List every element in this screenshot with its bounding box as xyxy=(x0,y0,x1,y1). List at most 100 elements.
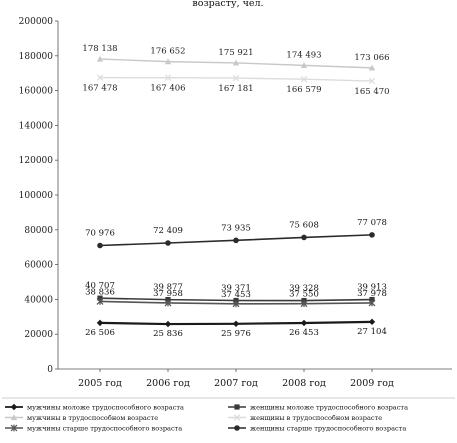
data-point xyxy=(232,59,240,66)
marker-stroke xyxy=(232,74,240,82)
y-tick-label: 0 xyxy=(47,365,53,375)
y-tick-label: 60000 xyxy=(24,261,53,271)
data-label: 73 935 xyxy=(221,223,251,233)
data-point xyxy=(164,58,172,65)
data-point xyxy=(368,299,376,307)
x-tick-label: 2007 год xyxy=(214,378,258,389)
y-tick-label: 180000 xyxy=(19,52,54,62)
data-label: 176 652 xyxy=(150,47,185,57)
marker-stroke xyxy=(368,77,376,85)
data-point xyxy=(232,320,240,328)
data-point xyxy=(232,74,240,82)
data-point xyxy=(232,300,240,308)
data-label: 37 978 xyxy=(357,289,387,299)
y-tick-label: 160000 xyxy=(19,87,54,97)
data-label: 27 104 xyxy=(357,327,387,337)
series-6 xyxy=(97,232,375,249)
y-tick-label: 100000 xyxy=(19,191,54,201)
legend-swatch-marker xyxy=(233,414,241,421)
data-label: 25 836 xyxy=(153,329,183,339)
data-label: 39 877 xyxy=(153,283,183,293)
data-label: 37 958 xyxy=(153,289,183,299)
data-label: 167 406 xyxy=(150,84,185,94)
data-point xyxy=(300,75,308,83)
data-label: 26 453 xyxy=(289,328,319,338)
marker-stroke xyxy=(300,75,308,83)
data-point xyxy=(164,299,172,307)
marker-stroke xyxy=(96,74,104,81)
data-label: 39 328 xyxy=(289,284,319,294)
data-label: 38 836 xyxy=(85,287,115,297)
y-tick-label: 80000 xyxy=(24,226,53,236)
data-label: 175 921 xyxy=(218,48,253,58)
data-point xyxy=(300,62,308,68)
series-5 xyxy=(96,298,376,308)
legend-label: мужчины в трудоспособном возрасте xyxy=(27,414,158,422)
legend-item: женщины моложе трудоспособного возраста xyxy=(228,403,408,411)
x-tick-label: 2008 год xyxy=(282,378,326,389)
data-point xyxy=(96,55,104,62)
legend-swatch-marker xyxy=(234,425,240,431)
data-point xyxy=(97,242,103,249)
series-4 xyxy=(96,74,376,85)
data-label: 37 453 xyxy=(221,290,251,300)
x-tick-label: 2006 год xyxy=(146,378,190,389)
legend-label: женщины моложе трудоспособного возраста xyxy=(250,403,408,411)
chart-title: возрасту, чел. xyxy=(192,0,263,9)
legend-item: мужчины моложе трудоспособного возраста xyxy=(5,403,184,411)
data-label: 72 409 xyxy=(153,226,183,236)
y-tick-label: 40000 xyxy=(24,295,53,305)
data-point xyxy=(96,319,104,327)
data-point xyxy=(96,298,104,305)
legend-item: мужчины в трудоспособном возрасте xyxy=(5,414,158,422)
data-point xyxy=(164,320,172,328)
data-label: 167 181 xyxy=(218,84,253,94)
data-point xyxy=(368,64,376,71)
marker-stroke xyxy=(233,414,241,421)
legend-swatch-marker xyxy=(10,424,18,432)
data-point xyxy=(164,74,172,81)
legend-swatch-marker xyxy=(234,404,240,410)
series-1 xyxy=(96,318,376,328)
data-label: 165 470 xyxy=(354,87,389,97)
data-label: 39 371 xyxy=(221,283,251,293)
legend-label: мужчины моложе трудоспособного возраста xyxy=(27,403,184,411)
y-tick-label: 120000 xyxy=(19,156,54,166)
data-label: 26 506 xyxy=(85,328,115,338)
data-label: 166 579 xyxy=(286,85,321,95)
series-3 xyxy=(96,55,376,71)
y-tick-label: 140000 xyxy=(19,121,54,131)
data-label: 70 976 xyxy=(85,229,115,239)
y-tick-label: 200000 xyxy=(19,17,54,27)
data-point xyxy=(96,74,104,81)
data-point xyxy=(369,232,375,238)
legend-swatch-marker xyxy=(10,403,18,411)
data-label: 174 493 xyxy=(286,50,321,60)
x-tick-label: 2009 год xyxy=(350,378,394,389)
data-label: 167 478 xyxy=(82,84,117,94)
legend-label: мужчины старше трудоспособного возраста xyxy=(27,424,182,432)
x-tick-label: 2005 год xyxy=(78,378,122,389)
data-label: 178 138 xyxy=(82,44,117,54)
data-point xyxy=(301,234,307,241)
legend-item: мужчины старше трудоспособного возраста xyxy=(5,424,182,432)
data-point xyxy=(300,300,308,308)
y-tick-label: 20000 xyxy=(24,330,53,340)
data-label: 25 976 xyxy=(221,329,251,339)
data-label: 39 913 xyxy=(357,283,387,293)
data-point xyxy=(165,240,171,246)
legend-label: женщины в трудоспособном возрасте xyxy=(250,414,382,422)
data-point xyxy=(233,237,239,244)
data-label: 40 707 xyxy=(85,281,115,291)
data-point xyxy=(368,77,376,85)
data-label: 75 608 xyxy=(289,220,319,230)
data-label: 173 066 xyxy=(354,53,389,63)
data-point xyxy=(368,318,376,326)
legend-swatch-marker xyxy=(10,414,18,421)
legend-item: женщины старше трудоспособного возраста xyxy=(228,424,406,432)
legend-label: женщины старше трудоспособного возраста xyxy=(250,424,406,432)
data-point xyxy=(300,319,308,327)
data-label: 77 078 xyxy=(357,218,387,228)
